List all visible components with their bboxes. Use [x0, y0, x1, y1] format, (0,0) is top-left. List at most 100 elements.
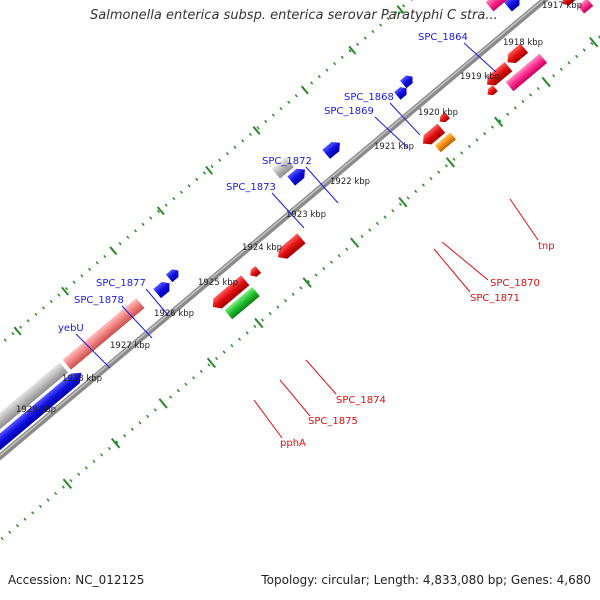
- major-tick-outer: [156, 206, 165, 216]
- major-tick-outer: [109, 246, 118, 256]
- label-leader-line: [433, 248, 471, 293]
- major-tick-inner: [445, 157, 456, 168]
- feature-pink: [485, 0, 509, 12]
- gene-label: SPC_1874: [336, 395, 386, 406]
- label-leader-line: [253, 399, 283, 439]
- feature-tnp-b: [507, 43, 529, 64]
- tick-label: 1922 kbp: [330, 177, 370, 187]
- feature-gray-large: [0, 362, 68, 487]
- feature-tnp-pink: [505, 53, 548, 92]
- gene-label: SPC_1877: [96, 278, 146, 289]
- reverse-ruler: [0, 0, 600, 554]
- major-tick-outer: [396, 5, 405, 15]
- tick-label: 1918 kbp: [503, 38, 543, 48]
- major-tick-inner: [494, 116, 504, 128]
- major-tick-outer: [252, 126, 261, 135]
- gene-label: SPC_1870: [490, 278, 540, 289]
- backbone: [0, 0, 600, 506]
- gene-label: SPC_1869: [324, 106, 374, 117]
- tick-label: 1917 kbp: [542, 1, 582, 11]
- major-tick-inner: [158, 398, 168, 409]
- label-leader-line: [374, 116, 409, 149]
- feature-spc1877: [165, 269, 179, 283]
- major-tick-inner: [589, 36, 599, 48]
- major-tick-inner: [62, 478, 73, 489]
- tick-label: 1921 kbp: [374, 142, 414, 152]
- feature-gray-small: [271, 157, 294, 179]
- feature-spc1874: [278, 233, 306, 259]
- feature-right-red: [562, 0, 577, 6]
- feature-spc1873: [287, 168, 305, 186]
- gene-labels: SPC_1864 SPC_1868 SPC_1869 SPC_1872 SPC_1873…: [58, 32, 555, 449]
- feature-tnp-a: [487, 62, 513, 86]
- feature-right-pink: [577, 0, 594, 14]
- feature-rrna: [62, 298, 145, 370]
- major-tick-inner: [111, 437, 121, 449]
- label-leader-line: [441, 241, 489, 281]
- feature-spc1871: [434, 132, 456, 153]
- feature-spc1872: [322, 142, 340, 159]
- label-leader-line: [75, 333, 111, 369]
- gene-label: SPC_1868: [344, 92, 394, 103]
- gene-label: SPC_1872: [262, 156, 312, 167]
- gene-label: yebU: [58, 323, 84, 334]
- major-tick-inner: [302, 277, 312, 288]
- gene-label: SPC_1873: [226, 182, 276, 193]
- tick-label: 1928 kbp: [62, 374, 102, 384]
- feature-spc1878: [153, 281, 170, 299]
- gene-label: SPC_1875: [308, 416, 358, 427]
- major-tick-outer: [348, 45, 357, 55]
- tick-label: 1924 kbp: [242, 243, 282, 253]
- major-tick-inner: [254, 317, 264, 329]
- gene-label: pphA: [280, 438, 306, 449]
- track-group: [0, 0, 600, 554]
- label-leader-line: [279, 379, 311, 417]
- forward-ruler: [0, 0, 565, 439]
- label-leader-line: [463, 42, 497, 73]
- forward-features: [0, 0, 520, 500]
- feature-spc1874-small: [250, 265, 262, 277]
- major-ticks: [13, 5, 599, 489]
- feature-spc1868: [400, 75, 413, 89]
- feature-spc1870b: [439, 112, 450, 123]
- feature-yebU: [0, 372, 82, 500]
- gene-label: tnp: [538, 241, 555, 252]
- tick-label: 1919 kbp: [460, 72, 500, 82]
- major-tick-inner: [541, 76, 551, 88]
- major-tick-outer: [300, 85, 309, 95]
- feature-spc1870: [422, 123, 446, 145]
- backbone-highlight: [0, 0, 600, 503]
- feature-tnp-c: [487, 85, 498, 96]
- feature-spc1869: [394, 86, 407, 100]
- tick-labels: 1917 kbp 1918 kbp 1919 kbp 1920 kbp 1921 kbp…: [16, 1, 582, 415]
- feature-spc1864: [504, 0, 520, 12]
- tick-label: 1920 kbp: [418, 108, 458, 118]
- gene-label: SPC_1878: [74, 295, 124, 306]
- label-leader-line: [389, 102, 421, 136]
- feature-spc1875: [212, 275, 250, 309]
- label-leader-line: [145, 288, 169, 316]
- major-tick-outer: [61, 286, 70, 296]
- label-leader-line: [121, 305, 153, 339]
- topology-text: Topology: circular; Length: 4,833,080 bp…: [261, 573, 591, 587]
- tick-label: 1926 kbp: [154, 309, 194, 319]
- label-leader-line: [305, 166, 339, 204]
- tick-label: 1927 kbp: [110, 341, 150, 351]
- reverse-features: [212, 0, 594, 320]
- accession-text: Accession: NC_012125: [8, 573, 145, 587]
- tick-label: 1923 kbp: [286, 210, 326, 220]
- major-tick-inner: [206, 357, 217, 369]
- gene-label: SPC_1871: [470, 293, 520, 304]
- major-tick-outer: [13, 326, 22, 336]
- major-tick-outer: [205, 165, 214, 175]
- feature-pphA: [224, 286, 260, 320]
- label-leader-line: [509, 198, 539, 241]
- tick-label: 1925 kbp: [198, 278, 238, 288]
- label-leader-line: [271, 192, 305, 229]
- tick-label: 1929 kbp: [16, 405, 56, 415]
- gene-label: SPC_1864: [418, 32, 468, 43]
- major-tick-inner: [350, 237, 360, 248]
- label-leader-line: [305, 359, 337, 395]
